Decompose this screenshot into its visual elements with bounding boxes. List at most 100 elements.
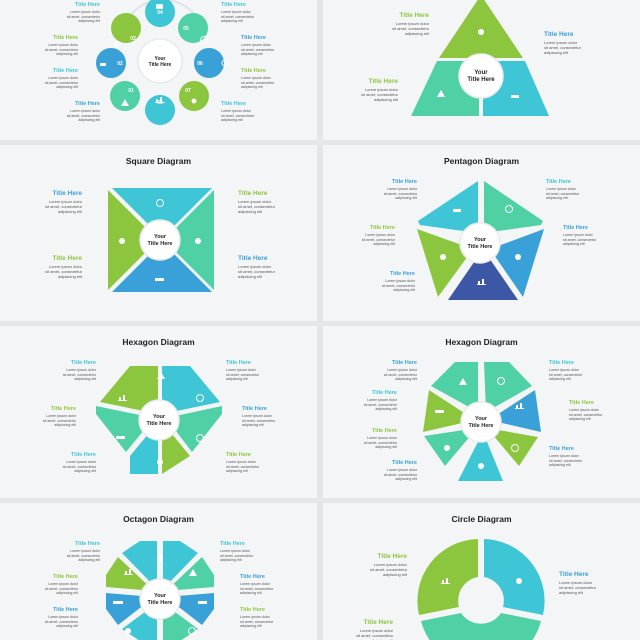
hand-coin-icon — [198, 601, 207, 604]
target-icon — [188, 627, 196, 635]
text-label: Title Here Lorem ipsum dolor sit amet, co… — [22, 255, 82, 279]
label-description: Lorem ipsum dolor sit amet, consectetur … — [383, 468, 417, 481]
hand-coin-icon — [116, 436, 125, 439]
people-icon — [119, 238, 125, 244]
label-title: Title Here — [546, 179, 571, 185]
pentagon-segment-bottom — [448, 252, 518, 300]
text-label: Title Here Lorem ipsum dolor sit amet, co… — [357, 460, 417, 482]
label-description: Lorem ipsum dolor sit amet, consectetur … — [44, 43, 78, 56]
square-bottom-segment — [112, 242, 212, 292]
icon-group — [437, 29, 519, 98]
label-description: Lorem ipsum dolor sit amet, consectetur … — [546, 187, 580, 200]
center-circle — [138, 399, 180, 441]
panel-title: Square Diagram — [125, 156, 192, 166]
label-title: Title Here — [559, 571, 589, 578]
icon-group — [119, 199, 201, 281]
label-title: Title Here — [399, 12, 429, 19]
label-description: Lorem ipsum dolor sit amet, consectetur … — [363, 398, 397, 411]
label-title: Title Here — [392, 360, 417, 366]
handshake-icon — [113, 601, 123, 604]
people-icon — [440, 254, 446, 260]
circle-segment-right — [484, 539, 545, 615]
people-icon — [157, 459, 163, 465]
label-description: Lorem ipsum dolor sit amet, consectetur … — [241, 76, 275, 89]
clock-icon — [497, 377, 505, 385]
panel-hexagon-7: Hexagon Diagram Your Title Here Title He… — [323, 326, 640, 498]
center-circle — [137, 38, 183, 84]
text-label: Title Here Lorem ipsum dolor sit amet, co… — [240, 607, 300, 629]
panel-title: Hexagon Diagram — [122, 337, 195, 347]
text-label: Title Here Lorem ipsum dolor sit amet, co… — [549, 360, 609, 382]
icon-group — [441, 578, 522, 584]
people-icon — [125, 628, 131, 634]
diagram-text: Your — [475, 416, 488, 422]
label-description: Lorem ipsum dolor sit amet, consectetur … — [62, 368, 96, 381]
label-description: Lorem ipsum dolor sit amet, consectetur … — [226, 368, 260, 381]
lightbulb-icon — [516, 578, 522, 584]
chart-icon — [515, 403, 524, 409]
text-label: Title Here Lorem ipsum dolor sit amet, co… — [36, 360, 96, 382]
pentagon-segment-top-right — [484, 181, 543, 233]
label-title: Title Here — [226, 360, 251, 366]
panel-circle: Circle Diagram Title Here Lorem ipsum dol… — [323, 503, 640, 640]
label-description: Lorem ipsum dolor sit amet, consectetur … — [44, 582, 78, 595]
pentagon-segment-top-left — [418, 181, 478, 233]
icon-group — [435, 377, 524, 469]
text-label: Title Here Lorem ipsum dolor sit amet, co… — [18, 574, 78, 596]
tree-icon — [189, 569, 197, 576]
label-description: Lorem ipsum dolor sit amet, consectetur … — [221, 109, 255, 122]
label-title: Title Here — [52, 190, 82, 197]
center-circle — [458, 53, 504, 99]
diagram-text: 01 — [128, 88, 134, 94]
label-title: Title Here — [372, 390, 397, 396]
text-label: Title Here Lorem ipsum dolor sit amet, co… — [221, 2, 281, 24]
label-title: Title Here — [75, 2, 100, 8]
label-title: Title Here — [53, 68, 78, 74]
label-title: Title Here — [75, 541, 100, 547]
label-description: Lorem ipsum dolor sit amet, consectetur … — [66, 10, 100, 23]
center-line1: Your — [154, 56, 165, 62]
diagram-text: 04 — [157, 10, 163, 16]
hand-coin-icon — [511, 95, 519, 98]
text-label: Title Here Lorem ipsum dolor sit amet, co… — [16, 406, 76, 428]
text-label: Title Here Lorem ipsum dolor sit amet, co… — [559, 571, 619, 595]
diagram-text: Title Here — [469, 423, 494, 429]
octagon-diagram: Your Title Here — [106, 541, 214, 640]
diagram-text: Your — [154, 234, 167, 240]
diagram-text: Your — [154, 593, 167, 599]
panel-triangle: Your Title Here Title Here Lorem ipsum do… — [323, 0, 640, 140]
label-description: Lorem ipsum dolor sit amet, consectetur … — [559, 580, 596, 595]
text-label: Title Here Lorem ipsum dolor sit amet, co… — [355, 271, 415, 293]
text-label: Title Here Lorem ipsum dolor sit amet, co… — [337, 428, 397, 450]
label-title: Title Here — [563, 225, 588, 231]
square-left-segment — [108, 190, 158, 290]
label-title: Title Here — [569, 400, 594, 406]
label-title: Title Here — [240, 607, 265, 613]
cube-icon — [156, 4, 163, 9]
lightbulb-icon — [157, 555, 163, 561]
square-top-segment — [112, 188, 212, 238]
clock-icon — [196, 394, 204, 402]
square-diagram: Your Title Here — [108, 188, 214, 292]
label-title: Title Here — [53, 35, 78, 41]
text-label: Title Here Lorem ipsum dolor sit amet, co… — [371, 12, 429, 36]
label-description: Lorem ipsum dolor sit amet, consectetur … — [45, 264, 82, 279]
label-description: Lorem ipsum dolor sit amet, consectetur … — [563, 233, 597, 246]
chart-icon — [155, 97, 165, 103]
center-circle — [460, 401, 502, 443]
text-label: Title Here Lorem ipsum dolor sit amet, co… — [240, 574, 300, 596]
label-description: Lorem ipsum dolor sit amet, consectetur … — [66, 549, 100, 562]
text-label: Title Here Lorem ipsum dolor sit amet, co… — [546, 179, 606, 201]
circle-segment-bottom — [421, 613, 541, 640]
clock-icon — [505, 205, 513, 213]
chart-icon — [477, 279, 486, 285]
oct-segment-top-left — [122, 541, 157, 589]
label-title: Title Here — [549, 360, 574, 366]
text-label: Title Here Lorem ipsum dolor sit amet, co… — [241, 68, 301, 90]
label-title: Title Here — [544, 31, 574, 38]
text-label: Title Here Lorem ipsum dolor sit amet, co… — [18, 35, 78, 57]
diagram-text: Title Here — [468, 244, 493, 250]
circle-item-02 — [96, 48, 126, 78]
label-title: Title Here — [392, 179, 417, 185]
people-icon — [114, 41, 120, 47]
